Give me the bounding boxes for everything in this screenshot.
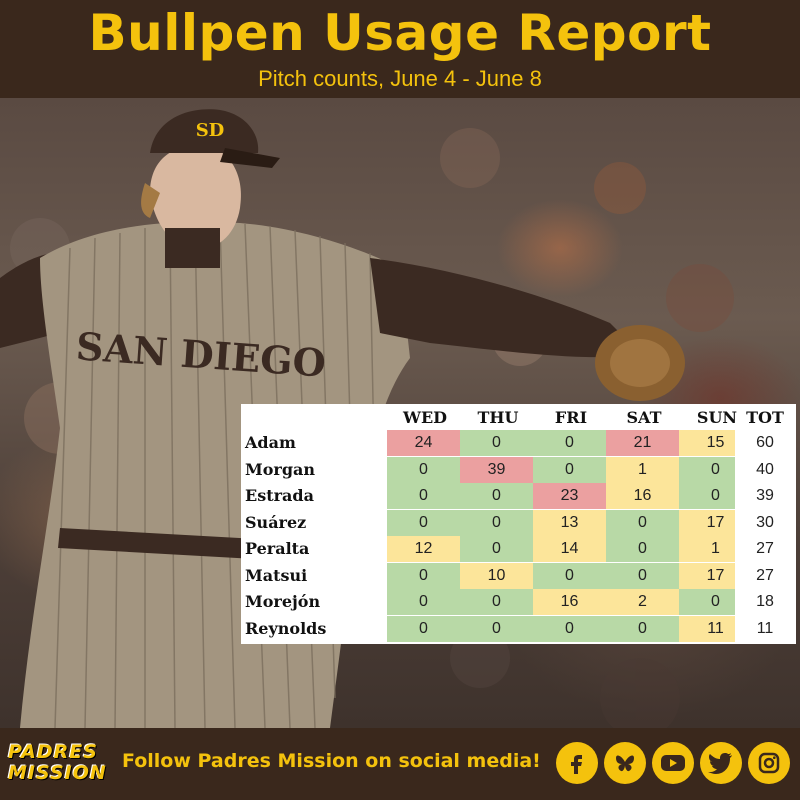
footer-bar: PADRES MISSION Follow Padres Mission on … xyxy=(0,728,800,800)
table-cell-sat: 21 xyxy=(606,430,679,456)
column-header-sat: SAT xyxy=(626,408,662,427)
row-pitcher-name: Morgan xyxy=(245,459,315,479)
padres-mission-logo: PADRES MISSION xyxy=(8,742,116,788)
table-cell-sat: 0 xyxy=(606,509,679,536)
row-pitcher-name: Estrada xyxy=(245,486,314,505)
facebook-icon[interactable] xyxy=(556,742,598,784)
table-cell-total: 39 xyxy=(735,483,795,509)
table-cell-thu: 39 xyxy=(460,456,533,483)
table-cell-thu: 0 xyxy=(460,536,533,562)
row-pitcher-name: Peralta xyxy=(245,539,310,558)
youtube-icon[interactable] xyxy=(652,742,694,784)
table-cell-thu: 0 xyxy=(460,430,533,456)
table-cell-sat: 0 xyxy=(606,562,679,589)
table-cell-wed: 24 xyxy=(387,430,460,456)
row-pitcher-name: Matsui xyxy=(245,565,308,585)
table-cell-fri: 0 xyxy=(533,615,606,642)
column-header-wed: WED xyxy=(402,408,448,427)
cap-logo: SD xyxy=(196,120,225,141)
table-cell-total: 30 xyxy=(735,509,795,536)
table-cell-total: 60 xyxy=(735,430,795,456)
table-cell-wed: 0 xyxy=(387,509,460,536)
usage-table: WED THU FRI SAT SUN TOT Adam 24 0 0 21 15 60 Mo… xyxy=(241,404,796,644)
table-cell-fri: 0 xyxy=(533,562,606,589)
table-cell-thu: 0 xyxy=(460,615,533,642)
table-cell-thu: 10 xyxy=(460,562,533,589)
column-header-tot: TOT xyxy=(746,408,784,427)
header-banner: Bullpen Usage Report Pitch counts, June … xyxy=(0,0,800,98)
table-cell-sat: 0 xyxy=(606,536,679,562)
table-cell-wed: 0 xyxy=(387,483,460,509)
follow-text: Follow Padres Mission on social media! xyxy=(122,750,541,772)
table-cell-fri: 0 xyxy=(533,456,606,483)
table-cell-fri: 14 xyxy=(533,536,606,562)
table-cell-fri: 23 xyxy=(533,483,606,509)
table-cell-thu: 0 xyxy=(460,589,533,615)
column-header-fri: FRI xyxy=(554,408,588,427)
table-cell-thu: 0 xyxy=(460,483,533,509)
table-cell-fri: 16 xyxy=(533,589,606,615)
logo-line-1: PADRES xyxy=(8,741,98,763)
table-cell-total: 27 xyxy=(735,562,795,589)
table-cell-wed: 0 xyxy=(387,562,460,589)
table-cell-sat: 16 xyxy=(606,483,679,509)
table-cell-total: 11 xyxy=(735,615,795,642)
table-cell-total: 40 xyxy=(735,456,795,483)
table-cell-wed: 0 xyxy=(387,589,460,615)
instagram-icon[interactable] xyxy=(748,742,790,784)
table-cell-sat: 1 xyxy=(606,456,679,483)
table-cell-fri: 0 xyxy=(533,430,606,456)
table-cell-fri: 13 xyxy=(533,509,606,536)
row-pitcher-name: Adam xyxy=(245,433,296,452)
row-pitcher-name: Suárez xyxy=(245,512,307,532)
table-cell-wed: 12 xyxy=(387,536,460,562)
row-pitcher-name: Morejón xyxy=(245,592,321,611)
table-cell-sat: 0 xyxy=(606,615,679,642)
twitter-icon[interactable] xyxy=(700,742,742,784)
page-title: Bullpen Usage Report xyxy=(88,4,712,62)
table-cell-total: 18 xyxy=(735,589,795,615)
column-header-sun: SUN xyxy=(696,408,738,427)
table-cell-sat: 2 xyxy=(606,589,679,615)
table-cell-total: 27 xyxy=(735,536,795,562)
table-cell-thu: 0 xyxy=(460,509,533,536)
page-subtitle: Pitch counts, June 4 - June 8 xyxy=(258,66,542,91)
column-header-thu: THU xyxy=(477,408,519,427)
table-cell-wed: 0 xyxy=(387,615,460,642)
row-pitcher-name: Reynolds xyxy=(245,618,327,638)
bluesky-icon[interactable] xyxy=(604,742,646,784)
logo-line-2: MISSION xyxy=(8,762,107,784)
table-cell-wed: 0 xyxy=(387,456,460,483)
